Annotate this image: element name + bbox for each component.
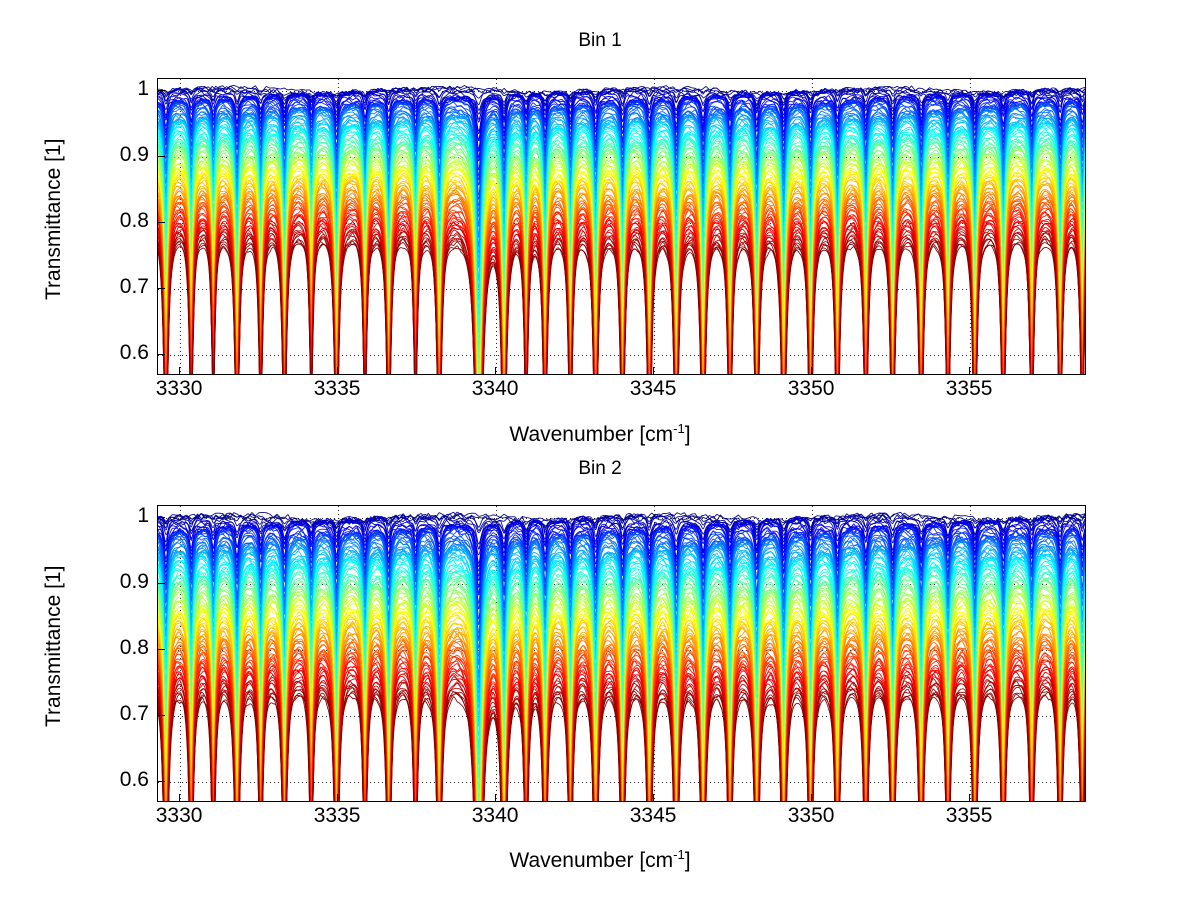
y-tickmark — [157, 288, 165, 289]
x-tickmark — [811, 367, 812, 375]
y-tickmark — [157, 715, 165, 716]
y-tick-label: 0.9 — [119, 569, 149, 593]
x-tick-label: 3345 — [629, 377, 677, 400]
x-tickmark — [179, 794, 180, 802]
x-axis-label-exponent: -1 — [673, 421, 685, 436]
y-tickmark — [157, 222, 165, 223]
y-tickmark — [157, 156, 165, 157]
x-tick-label: 3335 — [313, 377, 361, 400]
x-tickmark — [337, 367, 338, 375]
panel-title-bin-1: Bin 1 — [578, 30, 622, 51]
y-tickmark — [157, 649, 165, 650]
spectra-canvas-bin-2 — [158, 506, 1085, 801]
y-tickmark — [157, 781, 165, 782]
x-tickmark — [811, 794, 812, 802]
x-axis-label-bin-1: Wavenumber [cm-1] — [0, 421, 1200, 447]
x-tick-label: 3355 — [945, 804, 993, 827]
x-tick-label: 3335 — [313, 804, 361, 827]
x-tick-label: 3340 — [471, 804, 519, 827]
x-tickmark — [653, 367, 654, 375]
x-tickmark — [495, 794, 496, 802]
y-tick-label: 0.6 — [119, 340, 149, 364]
y-tickmark — [157, 517, 165, 518]
y-tick-label: 0.6 — [119, 767, 149, 791]
x-tickmark — [969, 367, 970, 375]
y-tick-label: 1 — [137, 503, 149, 527]
spectra-canvas-bin-1 — [158, 79, 1085, 374]
x-tick-label: 3345 — [629, 804, 677, 827]
subplot-bin-1: Bin 1 3330 3335 3340 3345 3350 3355 1 0.9 0.8 0.7… — [0, 0, 1200, 450]
y-tickmark — [157, 354, 165, 355]
y-tick-label: 1 — [137, 76, 149, 100]
x-axis-label-bin-2: Wavenumber [cm-1] — [0, 847, 1200, 873]
x-tick-label: 3340 — [471, 377, 519, 400]
x-tick-label: 3355 — [945, 377, 993, 400]
y-tick-label: 0.8 — [119, 208, 149, 232]
x-tickmark — [495, 367, 496, 375]
y-tick-label: 0.9 — [119, 142, 149, 166]
y-tick-label: 0.8 — [119, 635, 149, 659]
x-axis-label-bracket: ] — [684, 849, 691, 872]
x-axis-label-bracket: ] — [684, 423, 691, 446]
x-tick-label: 3350 — [787, 377, 835, 400]
panel-title-bin-2: Bin 2 — [578, 458, 622, 479]
subplot-bin-2: Bin 2 3330 3335 3340 3345 3350 3355 1 0.9 0.8 0.7… — [0, 450, 1200, 901]
y-tick-label: 0.7 — [119, 274, 149, 298]
plot-area-bin-2 — [157, 505, 1086, 802]
x-axis-label-text: Wavenumber [cm — [509, 423, 674, 446]
y-axis-label-bin-2: Transmittance [1] — [42, 565, 65, 727]
x-tickmark — [179, 367, 180, 375]
x-tickmark — [969, 794, 970, 802]
x-tick-label: 3350 — [787, 804, 835, 827]
y-tickmark — [157, 583, 165, 584]
x-tickmark — [653, 794, 654, 802]
x-axis-label-text: Wavenumber [cm — [509, 849, 674, 872]
y-tick-label: 0.7 — [119, 701, 149, 725]
x-tick-label: 3330 — [155, 377, 203, 400]
plot-area-bin-1 — [157, 78, 1086, 375]
x-axis-label-exponent: -1 — [673, 847, 685, 862]
y-tickmark — [157, 90, 165, 91]
y-axis-label-bin-1: Transmittance [1] — [42, 138, 65, 300]
x-tick-label: 3330 — [155, 804, 203, 827]
x-tickmark — [337, 794, 338, 802]
